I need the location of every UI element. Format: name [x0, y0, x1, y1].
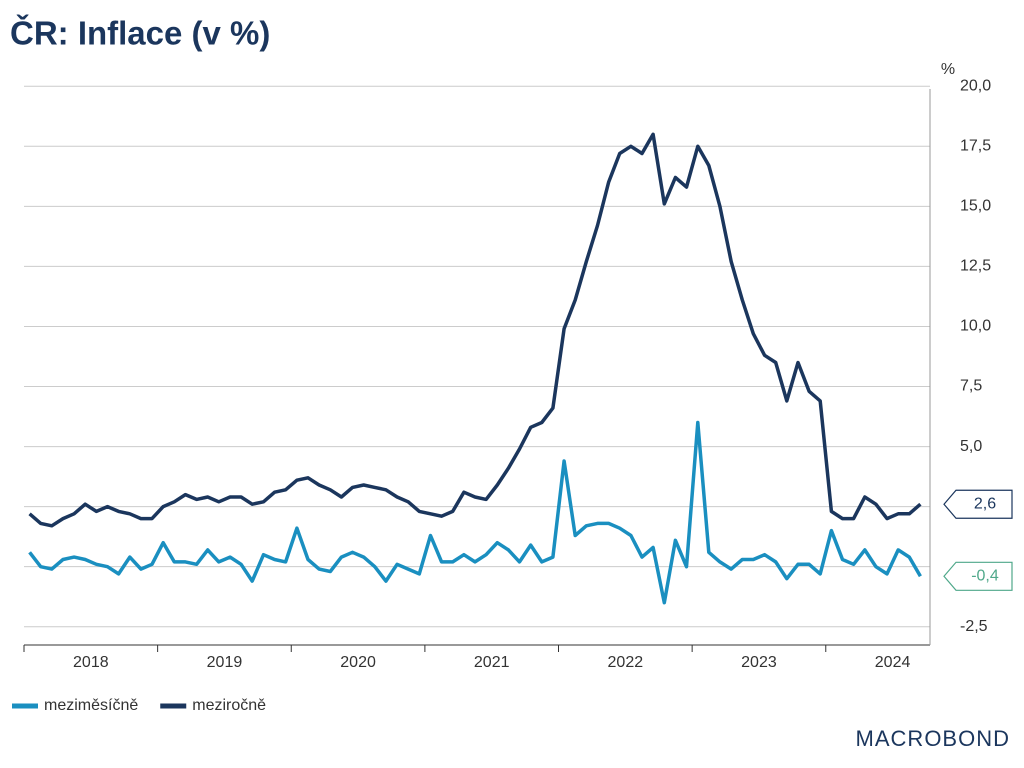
x-tick-label: 2018 [73, 654, 109, 671]
x-tick-label: 2021 [474, 654, 510, 671]
y-tick-label: 12,5 [960, 258, 991, 275]
x-tick-label: 2019 [207, 654, 243, 671]
legend-label: meziměsíčně [44, 697, 138, 714]
chart-title: ČR: Inflace (v %) [10, 14, 270, 52]
y-tick-label: -2,5 [960, 618, 988, 635]
end-label: -0,4 [971, 568, 999, 585]
x-tick-label: 2024 [875, 654, 911, 671]
y-unit: % [941, 61, 955, 78]
brand: MACROBOND [856, 726, 1010, 751]
x-tick-label: 2023 [741, 654, 777, 671]
legend-label: meziročně [192, 697, 266, 714]
y-tick-label: 17,5 [960, 137, 991, 154]
y-tick-label: 10,0 [960, 318, 991, 335]
y-tick-label: 15,0 [960, 198, 991, 215]
end-label-box [943, 489, 1013, 519]
y-tick-label: 7,5 [960, 378, 982, 395]
x-tick-label: 2020 [340, 654, 376, 671]
series-line [28, 420, 922, 605]
y-tick-label: 5,0 [960, 438, 982, 455]
series-line [28, 132, 922, 528]
x-tick-label: 2022 [608, 654, 644, 671]
y-tick-label: 20,0 [960, 77, 991, 94]
end-label-box [943, 561, 1013, 591]
end-label: 2,6 [974, 495, 996, 512]
